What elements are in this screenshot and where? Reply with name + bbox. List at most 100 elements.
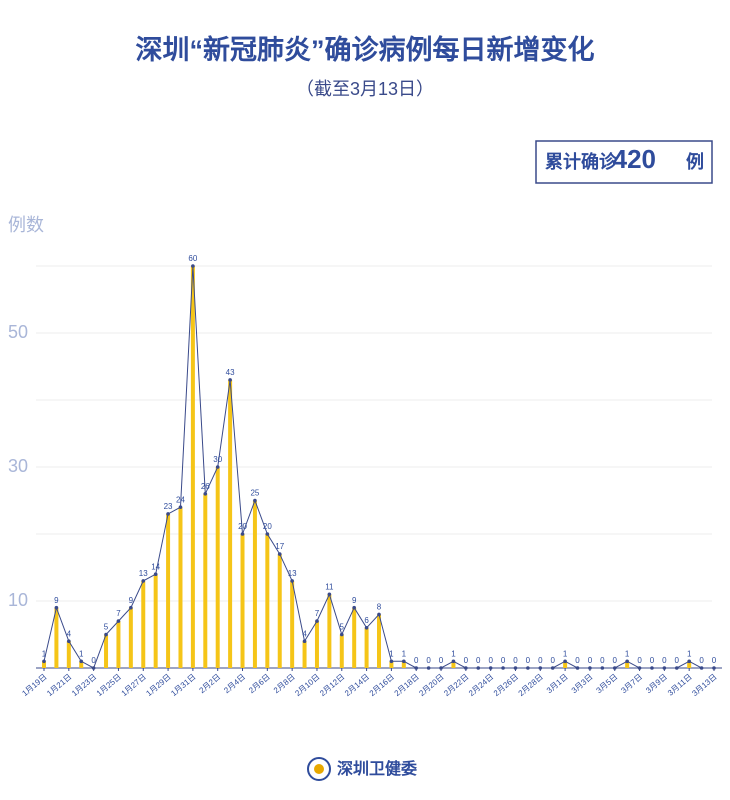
y-axis-label: 例数 xyxy=(8,215,44,235)
value-label: 1 xyxy=(402,649,407,658)
point xyxy=(104,632,108,637)
point xyxy=(327,592,332,597)
x-tick-label: 1月21日 xyxy=(45,672,73,698)
value-label: 1 xyxy=(79,649,84,658)
total-box xyxy=(535,140,713,184)
x-tick-label: 2月26日 xyxy=(492,672,520,698)
bar xyxy=(339,634,344,668)
bar xyxy=(401,661,406,668)
point xyxy=(141,579,146,583)
value-label: 13 xyxy=(288,569,297,578)
value-label: 0 xyxy=(699,656,704,665)
x-tick-label: 2月10日 xyxy=(293,672,321,698)
value-label: 0 xyxy=(637,656,642,665)
x-tick-label: 1月19日 xyxy=(20,672,48,698)
bar xyxy=(153,574,158,668)
bar xyxy=(240,534,245,668)
point xyxy=(277,552,282,556)
value-label: 0 xyxy=(476,656,481,665)
value-label: 20 xyxy=(238,522,247,531)
point xyxy=(203,492,208,496)
bar xyxy=(687,661,692,668)
x-tick-label: 3月1日 xyxy=(545,672,570,695)
x-tick-label: 2月14日 xyxy=(343,672,371,698)
bar xyxy=(178,507,183,668)
value-label: 20 xyxy=(263,522,272,531)
x-tick-label: 3月13日 xyxy=(690,672,718,698)
point xyxy=(364,626,369,630)
value-label: 30 xyxy=(213,455,222,464)
point xyxy=(339,632,344,637)
x-tick-label: 2月16日 xyxy=(368,672,396,698)
x-tick-label: 1月27日 xyxy=(120,672,148,698)
point xyxy=(191,264,195,268)
value-label: 1 xyxy=(389,649,394,658)
bar xyxy=(215,467,220,668)
bar xyxy=(190,266,195,668)
x-tick-label: 3月9日 xyxy=(644,672,669,695)
x-tick-label: 1月25日 xyxy=(95,672,123,698)
bar xyxy=(302,641,307,668)
x-tick-label: 3月5日 xyxy=(595,672,620,695)
point xyxy=(600,666,605,670)
value-label: 0 xyxy=(575,656,580,665)
value-label: 9 xyxy=(54,596,59,605)
value-label: 0 xyxy=(613,656,618,665)
value-label: 0 xyxy=(91,656,96,665)
value-label: 17 xyxy=(275,542,284,551)
x-tick-label: 1月29日 xyxy=(144,672,172,698)
x-tick-label: 2月12日 xyxy=(318,672,346,698)
value-label: 0 xyxy=(439,656,444,665)
point xyxy=(290,579,294,583)
value-label: 0 xyxy=(712,656,717,665)
value-label: 60 xyxy=(188,254,197,263)
point xyxy=(426,666,431,670)
point xyxy=(302,639,307,643)
bar xyxy=(116,621,121,668)
bar xyxy=(277,554,282,668)
point xyxy=(178,505,183,510)
value-label: 0 xyxy=(550,656,555,665)
bar xyxy=(128,607,133,668)
value-label: 7 xyxy=(315,609,320,618)
point xyxy=(315,619,319,623)
bar xyxy=(364,627,369,668)
value-label: 0 xyxy=(513,656,518,665)
point xyxy=(575,666,580,670)
x-tick-label: 1月31日 xyxy=(169,672,197,698)
footer-source: 深圳卫健委 xyxy=(337,759,418,778)
point xyxy=(563,659,567,664)
value-label: 1 xyxy=(451,649,456,658)
bar xyxy=(290,580,295,668)
x-tick-label: 1月23日 xyxy=(70,672,98,698)
value-label: 0 xyxy=(600,656,605,665)
point xyxy=(54,605,59,610)
x-tick-label: 2月2日 xyxy=(197,672,222,695)
x-tick-label: 3月11日 xyxy=(666,672,694,697)
x-tick-label: 2月28日 xyxy=(517,672,545,698)
point xyxy=(42,659,46,664)
value-label: 1 xyxy=(687,649,692,658)
bar xyxy=(563,661,568,668)
bar xyxy=(42,661,46,668)
point xyxy=(153,572,158,576)
value-label: 0 xyxy=(538,656,543,665)
bar xyxy=(314,621,319,668)
bar xyxy=(54,607,59,668)
value-label: 0 xyxy=(488,656,493,665)
bar xyxy=(166,513,171,668)
value-label: 5 xyxy=(104,623,109,632)
value-label: 0 xyxy=(426,656,431,665)
total-unit: 例 xyxy=(686,151,704,172)
point xyxy=(476,666,481,670)
value-label: 1 xyxy=(42,649,47,658)
total-prefix: 累计确诊 xyxy=(545,151,618,172)
y-tick-label: 50 xyxy=(8,322,28,342)
logo-center xyxy=(314,764,324,774)
bar xyxy=(79,661,84,668)
value-label: 1 xyxy=(625,649,630,658)
point xyxy=(253,498,257,503)
point xyxy=(550,666,555,670)
point xyxy=(526,666,530,670)
point xyxy=(67,639,71,643)
